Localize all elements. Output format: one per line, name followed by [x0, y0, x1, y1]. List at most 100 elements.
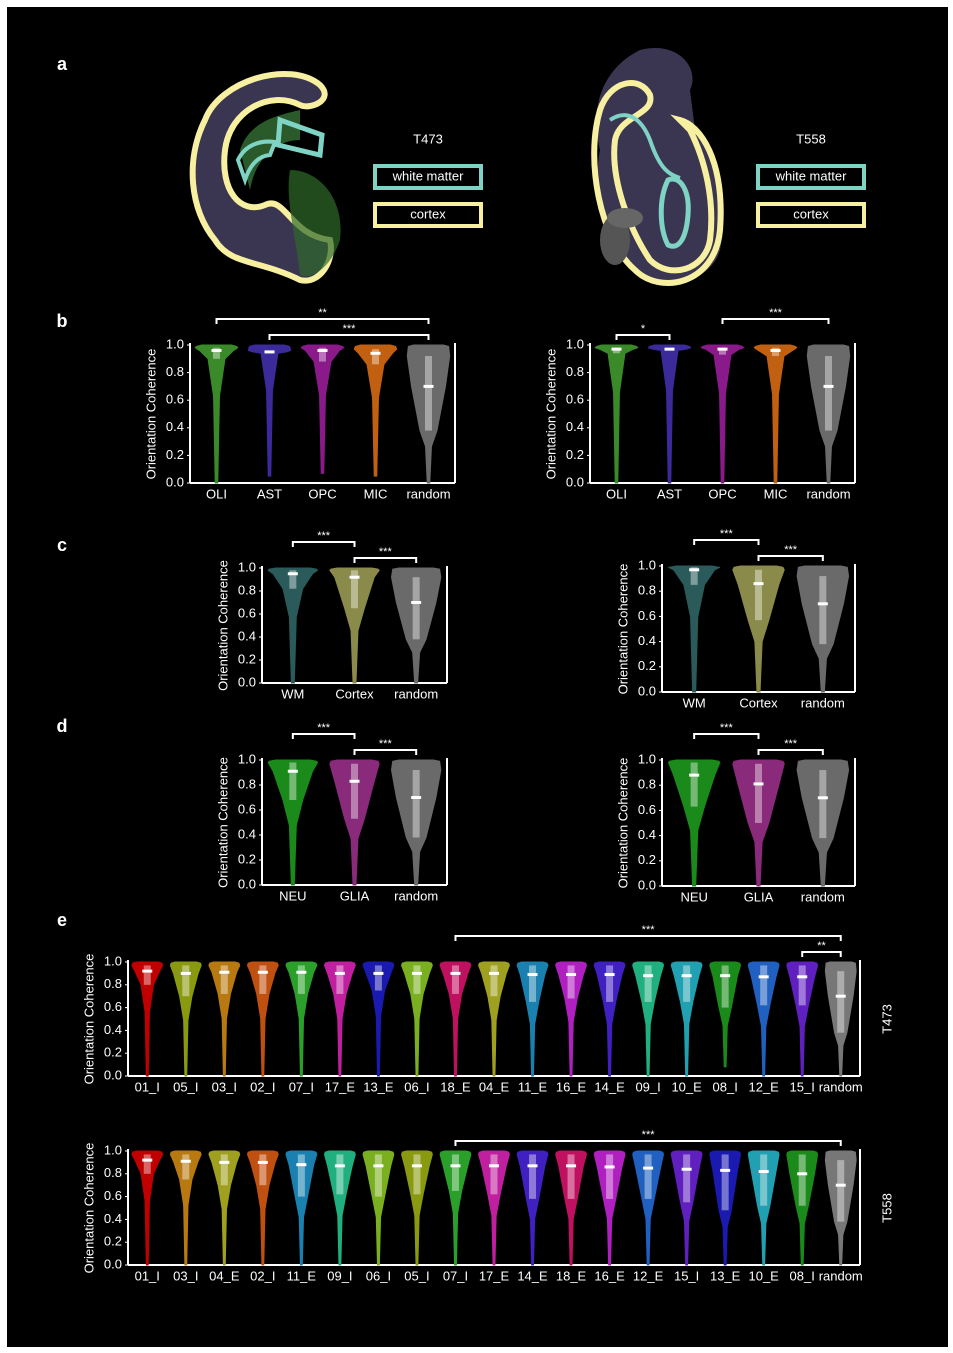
- significance-label: **: [318, 307, 327, 319]
- x-tick-label: random: [801, 695, 845, 710]
- x-tick-label: 15_I: [674, 1268, 699, 1283]
- iqr-box: [259, 1154, 266, 1185]
- x-tick-label: 10_E: [671, 1079, 702, 1094]
- iqr-box: [298, 965, 305, 994]
- y-axis-label: Orientation Coherence: [81, 954, 96, 1085]
- iqr-box: [683, 965, 690, 1001]
- significance-label: *: [641, 323, 646, 335]
- x-tick-label: 16_E: [594, 1268, 625, 1283]
- significance-label: ***: [642, 1129, 656, 1141]
- legend-label: cortex: [410, 206, 446, 221]
- y-tick-label: 0.8: [638, 777, 656, 792]
- x-tick-label: 01_I: [135, 1079, 160, 1094]
- panel-label: d: [57, 716, 68, 736]
- x-tick-label: AST: [257, 486, 282, 501]
- y-tick-label: 0.0: [238, 876, 256, 891]
- x-tick-label: 17_E: [479, 1268, 510, 1283]
- iqr-box: [683, 1154, 690, 1202]
- y-tick-label: 0.4: [238, 628, 256, 643]
- x-tick-label: AST: [657, 486, 682, 501]
- y-tick-label: 0.4: [238, 826, 256, 841]
- x-tick-label: random: [819, 1268, 863, 1283]
- y-axis-label: Orientation Coherence: [215, 560, 230, 691]
- iqr-box: [351, 764, 358, 819]
- x-tick-label: 12_E: [748, 1079, 779, 1094]
- iqr-box: [722, 1154, 729, 1210]
- y-axis-label: Orientation Coherence: [81, 1143, 96, 1274]
- y-tick-label: 1.0: [638, 751, 656, 766]
- iqr-box: [606, 965, 613, 1001]
- y-axis-label: Orientation Coherence: [215, 757, 230, 888]
- y-tick-label: 0.0: [104, 1256, 122, 1271]
- x-tick-label: OPC: [708, 486, 736, 501]
- y-tick-label: 1.0: [566, 336, 584, 351]
- iqr-box: [760, 965, 767, 1005]
- x-tick-label: NEU: [279, 888, 306, 903]
- y-tick-label: 1.0: [166, 336, 184, 351]
- iqr-box: [452, 1154, 459, 1190]
- x-tick-label: GLIA: [340, 888, 370, 903]
- y-tick-label: 0.6: [566, 392, 584, 407]
- figure: abcdeT473white mattercortexT558white mat…: [0, 0, 953, 1353]
- y-tick-label: 0.2: [166, 447, 184, 462]
- x-tick-label: GLIA: [744, 889, 774, 904]
- iqr-box: [144, 1154, 151, 1173]
- y-tick-label: 0.2: [638, 658, 656, 673]
- y-tick-label: 1.0: [104, 1142, 122, 1157]
- significance-label: ***: [317, 722, 331, 734]
- x-tick-label: random: [801, 889, 845, 904]
- iqr-box: [452, 965, 459, 994]
- panel-label: e: [57, 910, 67, 930]
- y-tick-label: 0.0: [104, 1067, 122, 1082]
- x-tick-label: 08_I: [790, 1268, 815, 1283]
- iqr-box: [336, 965, 343, 994]
- significance-label: ***: [379, 738, 393, 750]
- x-tick-label: WM: [683, 695, 706, 710]
- x-tick-label: 03_I: [173, 1268, 198, 1283]
- iqr-box: [799, 965, 806, 1005]
- x-tick-label: 18_E: [440, 1079, 471, 1094]
- x-tick-label: 04_E: [479, 1079, 510, 1094]
- x-tick-label: 16_E: [556, 1079, 587, 1094]
- x-tick-label: 13_E: [363, 1079, 394, 1094]
- iqr-box: [645, 1154, 652, 1198]
- iqr-box: [645, 965, 652, 1001]
- x-tick-label: 10_E: [748, 1268, 779, 1283]
- iqr-box: [837, 971, 844, 1033]
- significance-label: ***: [784, 738, 798, 750]
- y-tick-label: 1.0: [104, 953, 122, 968]
- x-tick-label: 15_I: [790, 1079, 815, 1094]
- iqr-box: [825, 356, 832, 431]
- x-tick-label: MIC: [364, 486, 388, 501]
- y-tick-label: 0.6: [238, 605, 256, 620]
- x-tick-label: 02_I: [250, 1268, 275, 1283]
- x-tick-label: Cortex: [335, 686, 374, 701]
- iqr-box: [606, 1154, 613, 1198]
- x-tick-label: 09_I: [327, 1268, 352, 1283]
- iqr-box: [413, 770, 420, 838]
- iqr-box: [491, 1154, 498, 1194]
- y-tick-label: 0.8: [566, 364, 584, 379]
- x-tick-label: random: [394, 686, 438, 701]
- iqr-box: [336, 1154, 343, 1194]
- y-tick-label: 1.0: [638, 557, 656, 572]
- x-tick-label: 11_E: [518, 1079, 548, 1094]
- iqr-box: [221, 965, 228, 994]
- significance-label: ***: [720, 722, 734, 734]
- x-tick-label: 12_E: [633, 1268, 664, 1283]
- x-tick-label: random: [394, 888, 438, 903]
- y-tick-label: 0.2: [104, 1234, 122, 1249]
- y-tick-label: 0.0: [566, 474, 584, 489]
- iqr-box: [837, 1160, 844, 1222]
- iqr-box: [568, 965, 575, 998]
- x-tick-label: 08_I: [713, 1079, 738, 1094]
- y-tick-label: 0.8: [104, 1165, 122, 1180]
- x-tick-label: 18_E: [556, 1268, 587, 1283]
- iqr-box: [413, 1154, 420, 1194]
- iqr-box: [491, 965, 498, 996]
- y-tick-label: 0.4: [638, 827, 656, 842]
- y-axis-label: Orientation Coherence: [543, 349, 558, 480]
- y-tick-label: 0.0: [638, 683, 656, 698]
- iqr-box: [819, 770, 826, 838]
- x-tick-label: 06_I: [366, 1268, 391, 1283]
